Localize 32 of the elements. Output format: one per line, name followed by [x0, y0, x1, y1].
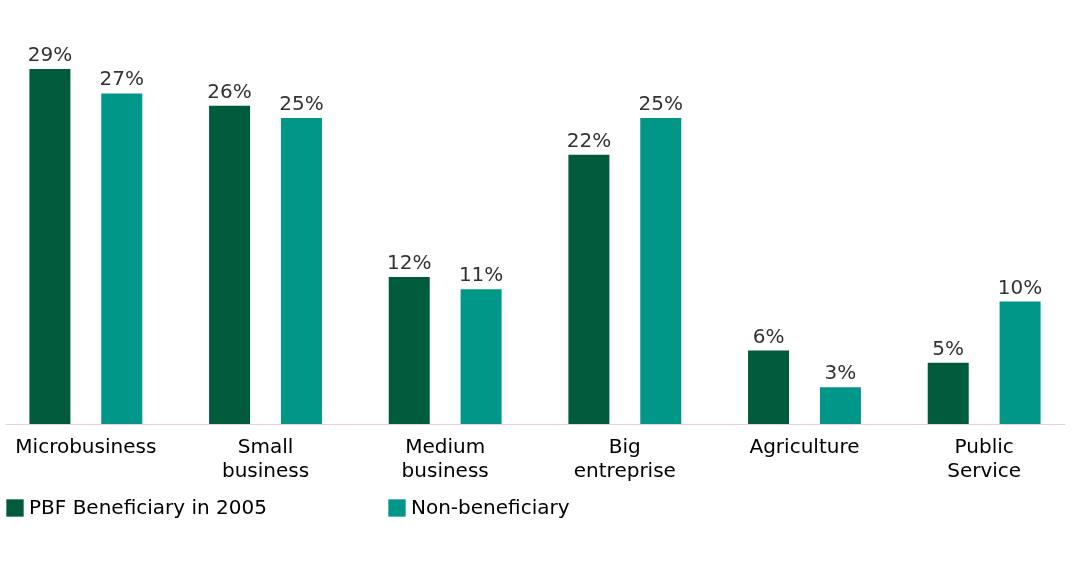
- legend-label: PBF Beneficiary in 2005: [29, 495, 267, 519]
- bar: [999, 301, 1041, 424]
- bar: [209, 105, 251, 424]
- data-label: 25%: [638, 90, 683, 115]
- data-label: 22%: [566, 127, 612, 152]
- x-tick-label: Medium business: [401, 433, 489, 482]
- bar: [748, 350, 790, 424]
- x-tick-label: Microbusiness: [15, 433, 157, 458]
- data-label: 10%: [997, 274, 1043, 299]
- data-label: 29%: [27, 42, 73, 66]
- bar: [388, 277, 430, 424]
- x-tick-label: Small business: [221, 433, 310, 482]
- data-label: 27%: [99, 66, 145, 91]
- bar: [101, 93, 143, 424]
- bar: [927, 362, 969, 424]
- bar: [29, 69, 71, 424]
- bar: [568, 154, 610, 424]
- bar: [819, 387, 861, 424]
- data-label: 11%: [458, 262, 504, 287]
- bar: [280, 117, 322, 424]
- x-tick-label: Big entreprise: [573, 433, 676, 482]
- x-tick-label: Agriculture: [749, 433, 860, 458]
- data-label: 6%: [752, 323, 785, 348]
- data-label: 25%: [279, 90, 324, 115]
- data-label: 12%: [387, 250, 432, 275]
- data-label: 26%: [207, 78, 252, 103]
- legend-label: Non-beneficiary: [411, 495, 570, 519]
- data-label: 5%: [932, 335, 965, 360]
- bar: [460, 289, 502, 424]
- bar: [640, 117, 682, 424]
- data-label: 3%: [824, 360, 857, 385]
- x-tick-label: Public Service: [947, 433, 1022, 482]
